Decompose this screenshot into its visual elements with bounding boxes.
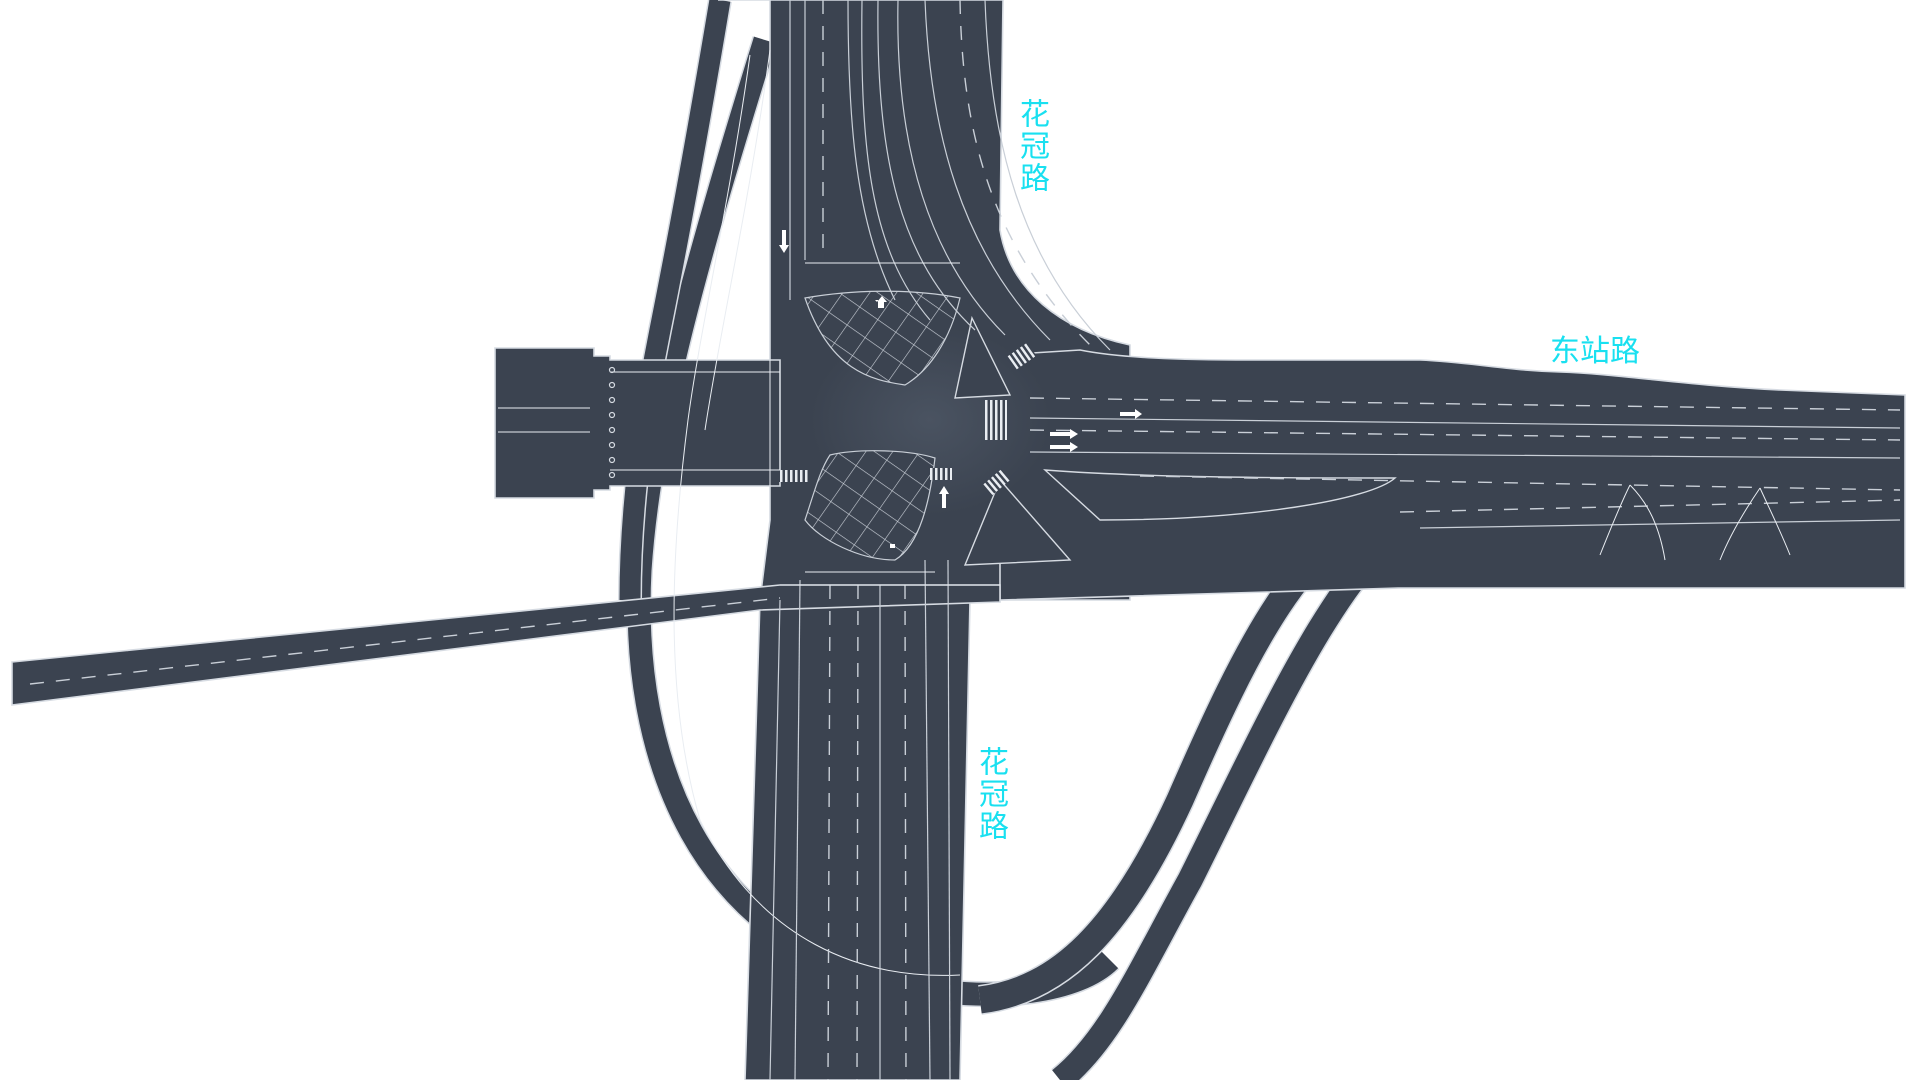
lane-e-4: [1029, 451, 1901, 459]
lane-s-1: [769, 599, 781, 1080]
island-east-median: [1043, 469, 1397, 521]
crosswalk-se: [983, 468, 1011, 496]
east-ramp-split-4: [1759, 487, 1791, 556]
east-road: [999, 349, 1906, 601]
lane-s-2: [794, 579, 801, 1080]
lane-n-7: [897, 0, 1006, 336]
diagonal-lane: [29, 597, 781, 685]
north-road-label: 花冠路: [1014, 98, 1049, 194]
nw-ramp: [619, 0, 731, 601]
lane-s-8: [947, 559, 951, 1080]
east-ramp-split-3: [1719, 487, 1761, 561]
lane-s-3: [827, 584, 831, 1080]
arrow-east-3: [1120, 409, 1142, 419]
bollard-row: [608, 366, 616, 479]
lane-s-4: [856, 584, 859, 1080]
arrow-north-1: [939, 486, 949, 508]
lane-e-2: [1029, 417, 1901, 429]
island-north-east: [954, 315, 1012, 399]
hatch-south: [804, 450, 936, 561]
crosswalk-west: [778, 470, 808, 482]
lane-n-6: [877, 0, 976, 331]
lane-n-4: [847, 0, 896, 301]
lane-n-10: [984, 0, 1111, 351]
arrow-east-2: [1050, 442, 1078, 452]
south-road-label: 花冠路: [973, 746, 1008, 842]
west-stub-road: [494, 347, 781, 499]
main-ns-road: [718, 0, 1131, 1080]
lane-s-6: [904, 584, 907, 1080]
lane-arrows: [779, 230, 1142, 548]
arrow-south-1: [779, 230, 789, 253]
lane-e-6: [1399, 499, 1901, 513]
crosswalk-center-south: [930, 468, 952, 480]
crosswalk-ne: [1007, 342, 1037, 370]
loop-inner-edge: [673, 54, 961, 976]
east-ramp-split-2: [1599, 484, 1631, 556]
arrow-uturn-s: [890, 544, 895, 548]
hatch-north: [804, 290, 961, 386]
lane-n-9: [959, 0, 1091, 346]
loop-outer-edge: [704, 49, 771, 431]
island-south-east: [963, 478, 1072, 566]
lane-n-5: [861, 0, 931, 321]
lane-e-7: [1419, 519, 1901, 529]
lane-n-8: [924, 0, 1051, 341]
lane-s-7: [924, 559, 931, 1080]
east-road-label: 东站路: [1550, 334, 1640, 369]
lane-e-5: [1139, 475, 1901, 491]
crosswalk-east: [985, 400, 1007, 440]
east-ramp-split-1: [1629, 484, 1666, 561]
arrow-uturn-n: [875, 296, 887, 308]
arrow-east-1: [1050, 429, 1078, 439]
